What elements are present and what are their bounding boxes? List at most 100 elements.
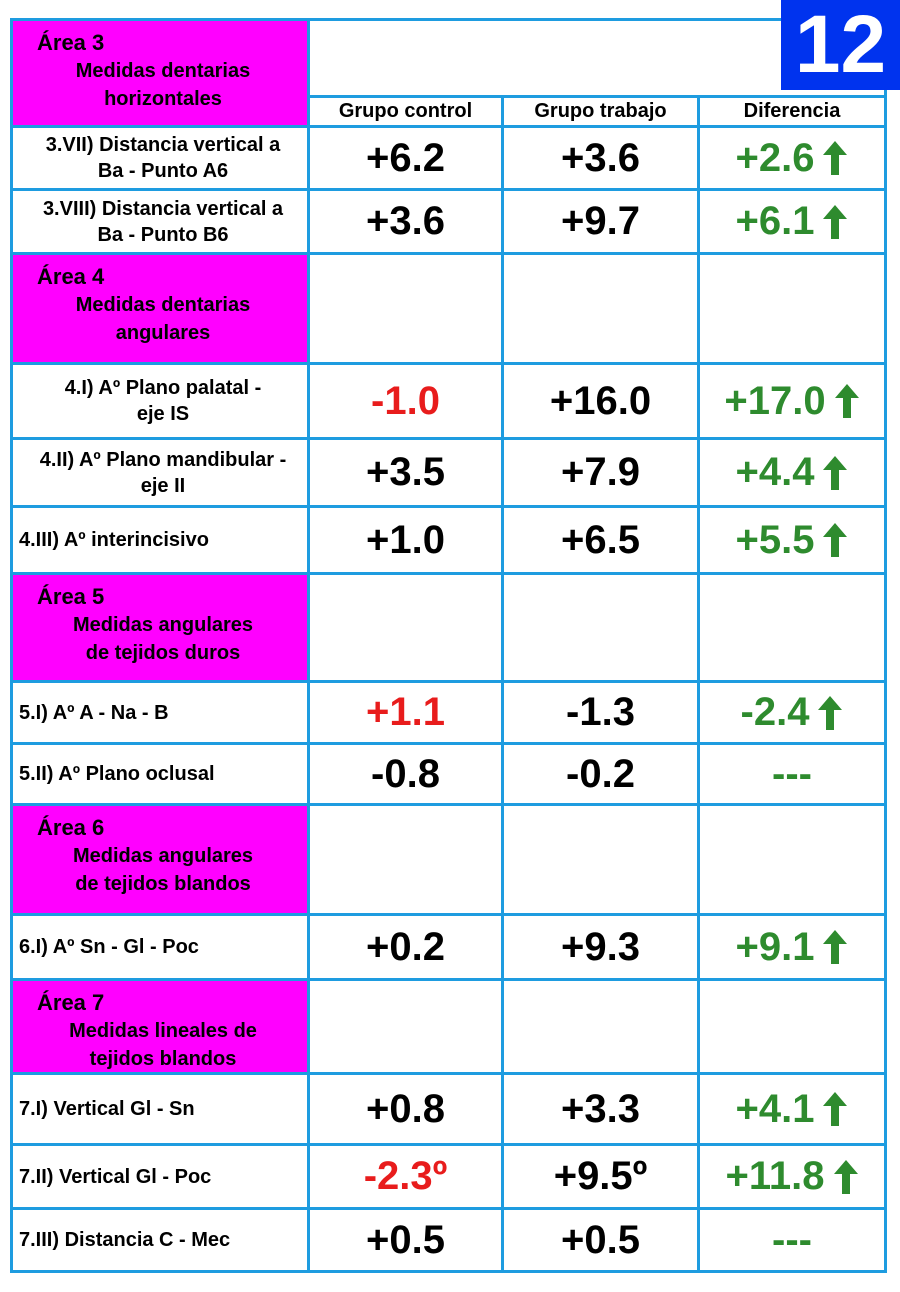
area-title: horizontales [104,88,222,110]
area-title: tejidos blandos [89,1048,237,1070]
row-label: 7.I) Vertical Gl - Sn [10,1072,310,1146]
difference-value: -2.4 [740,690,810,734]
trabajo-cell: +0.5 [501,1207,700,1273]
control-value: -2.3º [363,1154,448,1198]
area-header: Área 3 Medidas dentarias horizontales [10,18,310,128]
trabajo-cell: +9.7 [501,188,700,255]
row-label: 6.I) Aº Sn - Gl - Poc [10,913,310,981]
trabajo-value: -0.2 [566,751,635,796]
up-arrow [823,523,848,557]
row-label: 3.VII) Distancia vertical a Ba - Punto A6 [10,125,310,191]
blank-cell [307,252,504,365]
up-arrow [818,695,843,730]
area-header: Área 6 Medidas angulares de tejidos blando… [10,803,310,916]
area-title: Medidas angulares [72,614,254,636]
control-cell: +6.2 [307,125,504,191]
difference-value: +4.4 [735,450,815,494]
difference-cell: +4.1 [697,1072,887,1146]
difference-cell: +17.0 [697,362,887,440]
blank-cell [697,252,887,365]
control-value: +0.2 [366,924,445,969]
difference-cell: +6.1 [697,188,887,255]
row-label-line: 7.II) Vertical Gl - Poc [19,1165,212,1188]
control-cell: +0.2 [307,913,504,981]
difference-value: +4.1 [735,1086,815,1131]
difference-cell: +4.4 [697,437,887,508]
row-label: 4.III) Aº interincisivo [10,505,310,575]
blank-cell [697,572,887,683]
area-title: Medidas lineales de [69,1020,257,1042]
area-header: Área 7 Medidas lineales de tejidos blandos [10,978,310,1075]
area-name: Área 3 [37,30,105,55]
up-arrow [823,1092,848,1126]
trabajo-cell: -1.3 [501,680,700,745]
arrow-shape [823,1092,848,1126]
area-title: de tejidos blandos [75,873,251,895]
up-arrow [823,455,848,490]
row-label-line: 4.I) Aº Plano palatal - [64,377,262,399]
up-arrow [823,141,848,175]
area-name: Área 4 [37,264,105,289]
trabajo-value: +9.7 [561,199,640,243]
trabajo-cell: +9.5º [501,1143,700,1210]
row-label: 5.II) Aº Plano oclusal [10,742,310,806]
difference-cell: +2.6 [697,125,887,191]
control-cell: +0.5 [307,1207,504,1273]
arrow-shape [823,455,848,490]
up-arrow [834,384,859,418]
row-label-line: 7.III) Distancia C - Mec [19,1229,231,1251]
row-label-line: 5.II) Aº Plano oclusal [19,763,215,785]
blank-cell [501,803,700,916]
arrow-shape [823,204,848,239]
area-name: Área 6 [37,815,105,840]
blank-cell [697,803,887,916]
control-value: -0.8 [371,751,440,796]
trabajo-cell: +16.0 [501,362,700,440]
arrow-shape [818,695,843,730]
control-cell: -0.8 [307,742,504,806]
trabajo-cell: +9.3 [501,913,700,981]
column-header: Grupo trabajo [501,95,700,128]
arrow-shape [833,1159,858,1194]
control-value: +1.0 [366,517,445,562]
difference-value: +6.1 [735,199,815,243]
arrow-shape [823,523,848,557]
trabajo-value: +16.0 [549,378,652,423]
control-cell: -2.3º [307,1143,504,1210]
control-value: -1.0 [371,378,440,423]
column-header: Grupo control [307,95,504,128]
row-label-line: 7.I) Vertical Gl - Sn [19,1098,195,1120]
row-label: 7.II) Vertical Gl - Poc [10,1143,310,1210]
row-label: 5.I) Aº A - Na - B [10,680,310,745]
difference-cell: --- [697,742,887,806]
difference-cell: +11.8 [697,1143,887,1210]
difference-value: +5.5 [735,517,815,562]
blank-cell [697,978,887,1075]
row-label-line: eje II [140,474,186,497]
blank-cell [501,978,700,1075]
column-header-text: Diferencia [743,100,841,122]
row-label-line: 3.VIII) Distancia vertical a [42,197,284,220]
difference-value: +9.1 [735,924,815,969]
area-title: de tejidos duros [85,642,241,664]
trabajo-value: +6.5 [561,517,640,562]
row-label: 7.III) Distancia C - Mec [10,1207,310,1273]
row-label: 4.I) Aº Plano palatal - eje IS [10,362,310,440]
control-value: +3.5 [366,450,445,494]
area-title: Medidas dentarias [75,294,251,316]
difference-value: +11.8 [725,1154,825,1198]
trabajo-cell: -0.2 [501,742,700,806]
difference-value: +17.0 [724,378,826,423]
area-title: Medidas dentarias [75,60,251,82]
up-arrow [823,204,848,239]
area-header: Área 4 Medidas dentarias angulares [10,252,310,365]
trabajo-value: +9.5º [553,1154,648,1198]
control-value: +1.1 [366,690,445,734]
row-label: 4.II) Aº Plano mandibular - eje II [10,437,310,508]
arrow-shape [823,930,848,964]
trabajo-value: +3.3 [561,1086,640,1131]
arrow-shape [823,141,848,175]
row-label-line: Ba - Punto B6 [97,223,229,246]
column-header: Diferencia [697,95,887,128]
